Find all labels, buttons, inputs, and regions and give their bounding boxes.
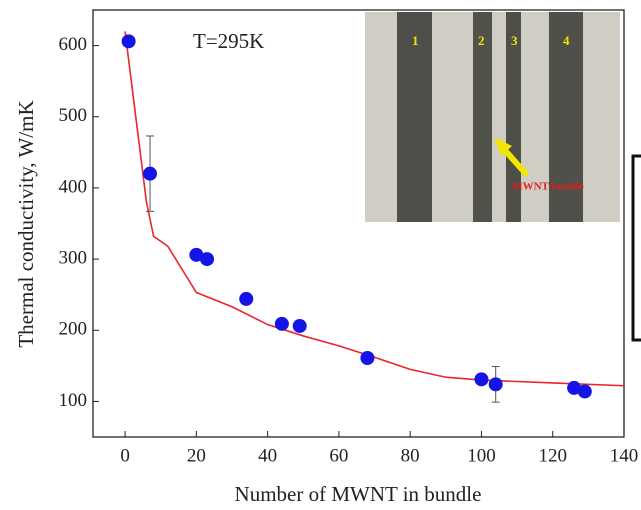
x-tick-label: 20 xyxy=(187,445,206,466)
fit-line xyxy=(124,31,625,387)
data-point xyxy=(189,247,204,262)
data-point xyxy=(143,166,158,181)
y-tick-label: 100 xyxy=(59,390,88,411)
x-tick-label: 100 xyxy=(467,445,496,466)
y-tick-label: 500 xyxy=(59,105,88,126)
data-point xyxy=(488,377,503,392)
inset-caption: MWNT bundle xyxy=(512,181,584,193)
x-tick-label: 80 xyxy=(401,445,420,466)
y-tick-label: 300 xyxy=(59,247,88,268)
data-point xyxy=(567,380,582,395)
cropped-frame xyxy=(631,154,641,342)
x-axis-label: Number of MWNT in bundle xyxy=(235,482,482,506)
data-point xyxy=(360,351,375,366)
inset-label: 1 xyxy=(412,33,419,48)
inset-photo xyxy=(365,12,620,222)
data-point xyxy=(292,318,307,333)
plot-frame xyxy=(92,9,625,438)
inset-label: 3 xyxy=(511,33,518,48)
data-point xyxy=(239,291,254,306)
y-tick-label: 600 xyxy=(59,34,88,55)
annotation: T=295K xyxy=(193,29,264,53)
x-tick-label: 0 xyxy=(120,445,130,466)
data-point xyxy=(474,372,489,387)
data-point xyxy=(121,34,136,49)
y-axis-label: Thermal conductivity, W/mK xyxy=(14,100,38,347)
x-tick-label: 120 xyxy=(538,445,567,466)
y-tick-label: 200 xyxy=(59,319,88,340)
x-tick-label: 40 xyxy=(258,445,277,466)
x-tick-label: 140 xyxy=(610,445,639,466)
inset-label: 4 xyxy=(563,33,570,48)
data-point xyxy=(274,316,289,331)
inset-label: 2 xyxy=(478,33,485,48)
data-point xyxy=(577,384,592,399)
x-tick-label: 60 xyxy=(329,445,348,466)
y-tick-label: 400 xyxy=(59,176,88,197)
data-point xyxy=(200,252,215,267)
